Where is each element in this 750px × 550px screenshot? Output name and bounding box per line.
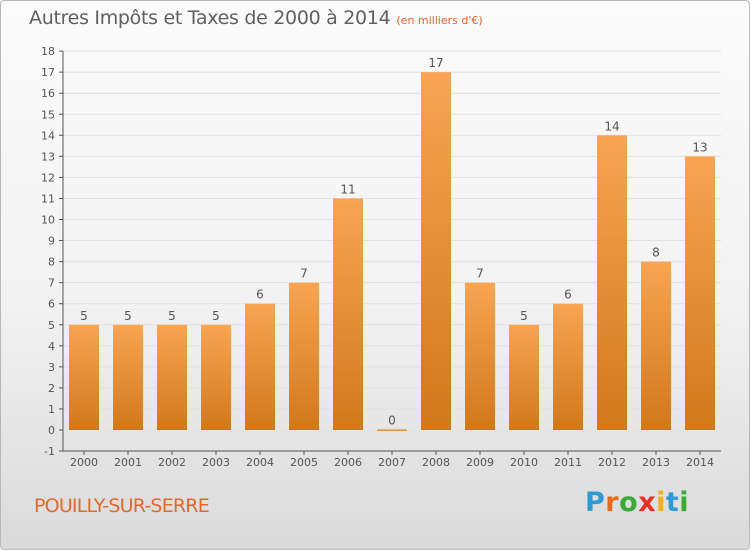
x-tick-label: 2009 — [466, 456, 494, 469]
chart-title: Autres Impôts et Taxes de 2000 à 2014 (en… — [29, 7, 483, 35]
bar-2005 — [289, 282, 319, 430]
y-tick-label: 1 — [48, 403, 55, 416]
bar-2001 — [113, 324, 143, 430]
bar-2002 — [157, 324, 187, 430]
y-tick-label: 14 — [41, 129, 55, 142]
data-label-2007: 0 — [388, 413, 396, 427]
y-tick-label: 5 — [48, 319, 55, 332]
logo-letter: r — [605, 487, 620, 518]
chart-subtitle: (en milliers d'€) — [396, 14, 483, 27]
data-label-2006: 11 — [340, 182, 355, 196]
y-tick-label: 11 — [41, 192, 55, 205]
logo-letter: o — [619, 487, 639, 518]
bar-2010 — [509, 324, 539, 430]
y-tick-label: 9 — [48, 235, 55, 248]
x-tick-label: 2004 — [246, 456, 274, 469]
data-labels: 5 5 5 5 6 7 11 0 17 7 5 6 14 8 13 — [80, 56, 707, 427]
x-tick-label: 2005 — [290, 456, 318, 469]
bars — [69, 72, 715, 431]
proxiti-logo: Proxiti — [585, 487, 689, 523]
x-tick-label: 2012 — [598, 456, 626, 469]
logo-letter: x — [638, 487, 657, 518]
y-tick-label: 16 — [41, 87, 55, 100]
y-tick-label: 0 — [48, 424, 55, 437]
y-tick-label: 18 — [41, 45, 55, 58]
y-tick-label: 2 — [48, 382, 55, 395]
data-label-2008: 17 — [428, 56, 443, 70]
data-label-2011: 6 — [564, 288, 572, 302]
y-tick-label: 12 — [41, 171, 55, 184]
location-name: POUILLY-SUR-SERRE — [34, 495, 210, 517]
x-tick-label: 2007 — [378, 456, 406, 469]
data-label-2013: 8 — [652, 246, 660, 260]
bar-2008 — [421, 72, 451, 431]
logo-letter: t — [665, 487, 680, 518]
data-label-2000: 5 — [80, 309, 88, 323]
bar-2003 — [201, 324, 231, 430]
chart-title-text: Autres Impôts et Taxes de 2000 à 2014 — [29, 7, 391, 29]
data-label-2010: 5 — [520, 309, 528, 323]
y-tick-label: 15 — [41, 108, 55, 121]
x-tick-label: 2003 — [202, 456, 230, 469]
data-label-2001: 5 — [124, 309, 132, 323]
y-tick-label: 17 — [41, 66, 55, 79]
data-label-2005: 7 — [300, 267, 308, 281]
bar-2007 — [377, 429, 407, 431]
bar-2000 — [69, 324, 99, 430]
y-tick-label: 6 — [48, 298, 55, 311]
data-label-2009: 7 — [476, 267, 484, 281]
data-label-2002: 5 — [168, 309, 176, 323]
bar-2012 — [597, 135, 627, 431]
logo-letter: P — [585, 487, 606, 518]
bar-2006 — [333, 198, 363, 430]
x-tick-label: 2006 — [334, 456, 362, 469]
data-label-2004: 6 — [256, 288, 264, 302]
bar-2011 — [553, 303, 583, 430]
y-tick-label: 4 — [48, 340, 55, 353]
bar-2004 — [245, 303, 275, 430]
x-tick-label: 2014 — [686, 456, 714, 469]
y-tick-label: 3 — [48, 361, 55, 374]
x-tick-label: 2013 — [642, 456, 670, 469]
x-tick-label: 2000 — [70, 456, 98, 469]
x-tick-label: 2001 — [114, 456, 142, 469]
x-tick-label: 2010 — [510, 456, 538, 469]
bar-2009 — [465, 282, 495, 430]
logo-letter: i — [679, 487, 690, 518]
data-label-2012: 14 — [604, 119, 619, 133]
y-tick-label: -1 — [44, 445, 55, 458]
data-label-2014: 13 — [692, 140, 707, 154]
y-tick-label: 8 — [48, 256, 55, 269]
bar-2013 — [641, 261, 671, 430]
data-label-2003: 5 — [212, 309, 220, 323]
x-tick-label: 2008 — [422, 456, 450, 469]
y-tick-label: 7 — [48, 277, 55, 290]
x-tick-label: 2002 — [158, 456, 186, 469]
y-tick-label: 13 — [41, 150, 55, 163]
bar-2014 — [685, 156, 715, 430]
y-tick-label: 10 — [41, 214, 55, 227]
logo-letter: i — [656, 487, 666, 518]
x-tick-label: 2011 — [554, 456, 582, 469]
